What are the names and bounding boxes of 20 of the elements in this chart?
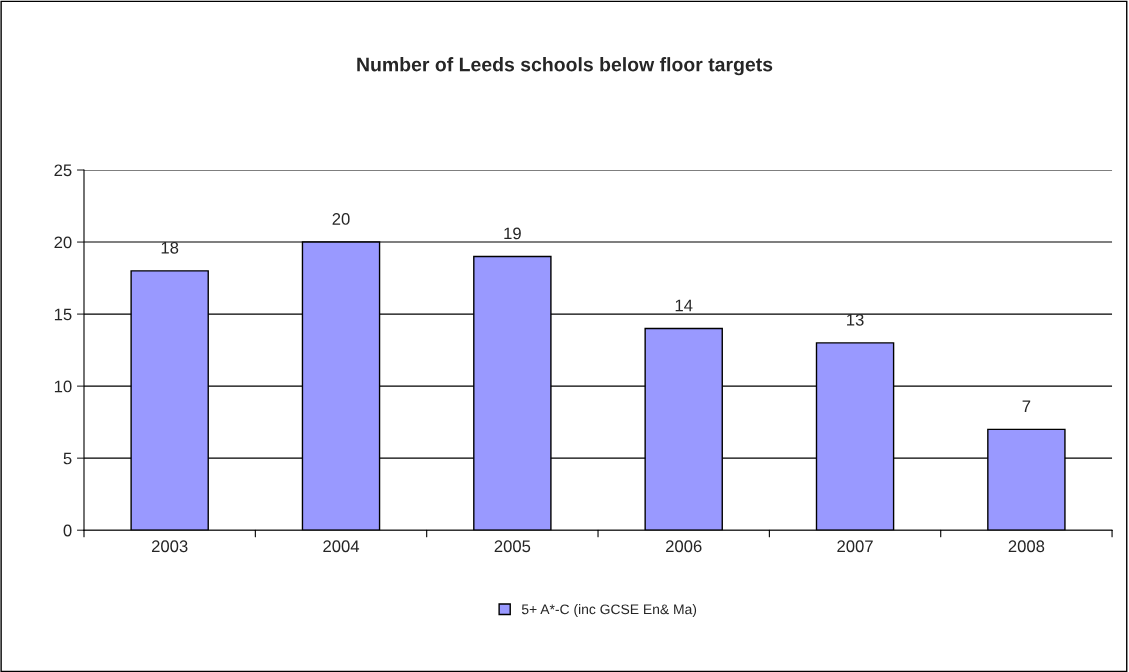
y-tick-label: 15	[54, 308, 72, 321]
y-tick-label: 10	[54, 380, 72, 393]
x-tick-label: 2007	[837, 540, 873, 553]
y-tick-label: 0	[63, 524, 72, 537]
data-label: 19	[504, 227, 521, 240]
y-tick-label: 25	[54, 164, 72, 177]
x-tick-label: 2008	[1008, 540, 1045, 553]
x-tick-label: 2003	[151, 540, 188, 553]
y-tick-label: 20	[54, 236, 72, 249]
data-label: 20	[332, 213, 350, 225]
data-label: 13	[847, 313, 864, 326]
x-tick-label: 2006	[666, 540, 702, 553]
legend-label: 5+ A*-C (inc GCSE En& Ma)	[521, 604, 697, 617]
x-tick-label: 2005	[494, 540, 531, 553]
x-tick-label: 2004	[323, 540, 360, 553]
data-label: 7	[1022, 400, 1031, 413]
data-label: 18	[161, 241, 179, 254]
chart-title: Number of Leeds schools below floor targets	[357, 57, 773, 76]
y-tick-label: 5	[63, 452, 72, 465]
data-label: 14	[675, 299, 693, 312]
